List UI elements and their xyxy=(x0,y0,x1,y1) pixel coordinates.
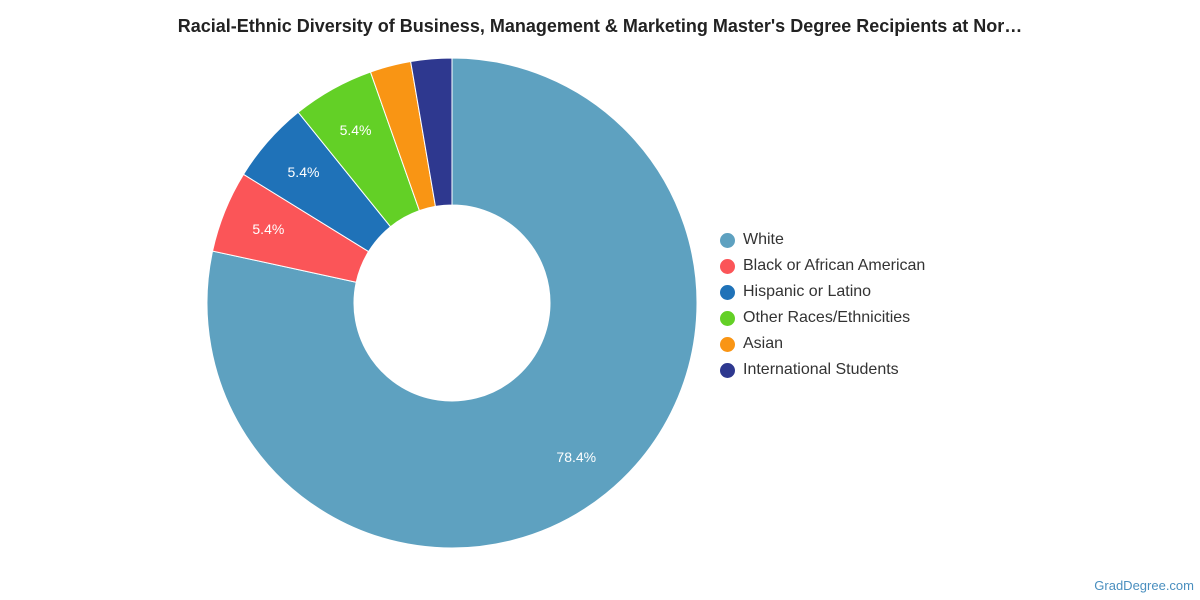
legend-marker-international-students xyxy=(720,362,735,378)
legend-marker-black-or-african-american xyxy=(720,258,735,274)
slice-white[interactable] xyxy=(206,57,698,549)
watermark[interactable]: GradDegree.com xyxy=(1094,578,1194,593)
legend-label-white: White xyxy=(743,231,784,248)
slice-label-other-races-ethnicities: 5.4% xyxy=(340,122,372,138)
legend-marker-white xyxy=(720,232,735,248)
legend-marker-hispanic-or-latino xyxy=(720,284,735,300)
legend-label-black-or-african-american: Black or African American xyxy=(743,257,926,274)
donut-slice-labels: 78.4% 5.4% 5.4% 5.4% xyxy=(252,122,596,465)
legend-label-international-students: International Students xyxy=(743,361,899,378)
legend-label-other-races-ethnicities: Other Races/Ethnicities xyxy=(743,309,911,326)
slice-label-hispanic-or-latino: 5.4% xyxy=(288,164,320,180)
legend-item-white[interactable]: White xyxy=(720,227,925,253)
legend-item-international-students[interactable]: International Students xyxy=(720,357,925,383)
legend-marker-other-races-ethnicities xyxy=(720,310,735,326)
legend-item-other-races-ethnicities[interactable]: Other Races/Ethnicities xyxy=(720,305,925,331)
legend-item-black-or-african-american[interactable]: Black or African American xyxy=(720,253,925,279)
chart-title: Racial-Ethnic Diversity of Business, Man… xyxy=(177,16,1023,36)
slice-label-white: 78.4% xyxy=(556,449,596,465)
legend-item-hispanic-or-latino[interactable]: Hispanic or Latino xyxy=(720,279,925,305)
slice-international-students[interactable] xyxy=(410,57,453,207)
legend: White Black or African American Hispanic… xyxy=(720,227,925,383)
legend-item-asian[interactable]: Asian xyxy=(720,331,925,357)
legend-marker-asian xyxy=(720,336,735,352)
donut-slices xyxy=(206,57,698,549)
legend-label-hispanic-or-latino: Hispanic or Latino xyxy=(743,283,872,300)
legend-label-asian: Asian xyxy=(743,335,784,352)
slice-label-black-or-african-american: 5.4% xyxy=(252,221,284,237)
